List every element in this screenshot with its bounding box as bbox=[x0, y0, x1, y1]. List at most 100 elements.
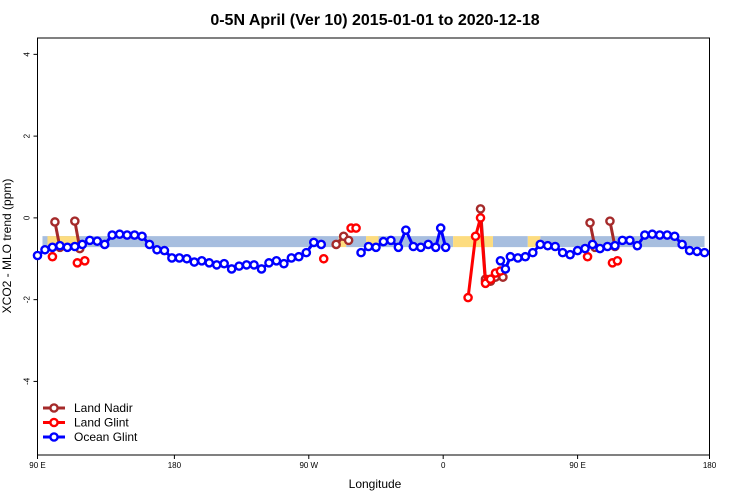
data-point bbox=[226, 264, 237, 274]
x-tick-label: 90 W bbox=[299, 461, 318, 470]
data-point bbox=[204, 258, 215, 268]
data-point bbox=[535, 239, 546, 250]
data-point bbox=[279, 258, 289, 269]
series-1 bbox=[47, 213, 623, 303]
data-point bbox=[308, 237, 319, 248]
data-point bbox=[286, 253, 297, 263]
data-point bbox=[527, 247, 538, 258]
data-point bbox=[189, 257, 200, 267]
data-point bbox=[99, 239, 110, 250]
data-point bbox=[415, 242, 426, 253]
data-point bbox=[602, 241, 613, 252]
data-point bbox=[684, 245, 695, 256]
data-point bbox=[174, 253, 185, 263]
data-point bbox=[70, 241, 80, 252]
data-point bbox=[70, 216, 80, 226]
data-point bbox=[167, 253, 177, 263]
data-point bbox=[520, 251, 531, 262]
data-point bbox=[343, 235, 354, 246]
data-point bbox=[463, 292, 473, 303]
data-point bbox=[219, 258, 229, 269]
data-point bbox=[430, 242, 441, 253]
chart-title: 0-5N April (Ver 10) 2015-01-01 to 2020-1… bbox=[210, 12, 539, 29]
y-tick-label: 4 bbox=[23, 52, 32, 57]
series-2 bbox=[32, 223, 710, 274]
data-point bbox=[580, 243, 590, 254]
y-tick-label: -4 bbox=[23, 377, 32, 385]
plot-frame bbox=[37, 37, 710, 456]
legend-marker bbox=[49, 432, 59, 442]
data-point bbox=[72, 258, 83, 268]
data-point bbox=[84, 235, 95, 246]
data-point bbox=[625, 235, 635, 246]
legend-marker bbox=[49, 417, 59, 428]
data-point bbox=[182, 253, 192, 264]
data-point bbox=[79, 256, 90, 266]
data-point bbox=[393, 242, 404, 253]
data-point bbox=[647, 229, 658, 240]
x-axis-label: Longitude bbox=[349, 477, 402, 491]
data-point bbox=[294, 251, 304, 262]
data-point bbox=[605, 216, 615, 226]
data-point bbox=[401, 225, 411, 235]
data-point bbox=[62, 242, 73, 253]
data-point bbox=[423, 239, 434, 250]
data-point bbox=[271, 256, 282, 266]
data-point bbox=[550, 241, 560, 252]
axes: 90 E 180 90 W 0 90 E 180 -4 -2 0 2 4 bbox=[23, 52, 717, 470]
data-point bbox=[408, 241, 419, 252]
data-point bbox=[137, 231, 147, 242]
x-tick-label: 0 bbox=[441, 461, 446, 470]
data-point bbox=[440, 242, 451, 253]
x-tick-label: 90 E bbox=[569, 461, 585, 470]
data-point bbox=[32, 250, 43, 261]
data-point bbox=[77, 239, 88, 250]
data-point bbox=[196, 256, 207, 266]
data-point bbox=[241, 260, 252, 270]
data-point bbox=[47, 242, 58, 253]
data-point bbox=[475, 204, 486, 214]
data-point bbox=[331, 239, 341, 250]
legend-marker bbox=[49, 403, 59, 413]
x-tick-label: 180 bbox=[703, 461, 717, 470]
data-point bbox=[92, 236, 103, 246]
data-point bbox=[572, 245, 583, 256]
data-point bbox=[50, 217, 60, 227]
data-point bbox=[505, 251, 516, 262]
data-point bbox=[654, 230, 665, 240]
data-point bbox=[557, 247, 568, 258]
data-point bbox=[582, 251, 593, 262]
data-point bbox=[40, 244, 50, 255]
data-point bbox=[495, 256, 506, 266]
data-point bbox=[152, 244, 162, 255]
data-point bbox=[587, 239, 598, 250]
data-point bbox=[114, 229, 125, 240]
data-point bbox=[699, 247, 710, 258]
y-axis-label: XCO2 - MLO trend (ppm) bbox=[0, 179, 14, 314]
legend-entry: Ocean Glint bbox=[74, 430, 138, 444]
data-point bbox=[513, 253, 523, 263]
data-point bbox=[692, 246, 702, 257]
data-point bbox=[107, 230, 117, 240]
data-point bbox=[264, 258, 274, 268]
data-point bbox=[612, 256, 623, 266]
data-point bbox=[435, 223, 446, 233]
series-layer bbox=[32, 204, 710, 303]
data-point bbox=[256, 264, 267, 274]
legend-entry: Land Nadir bbox=[74, 401, 133, 415]
data-point bbox=[610, 240, 620, 251]
data-point bbox=[47, 251, 58, 262]
data-point bbox=[639, 230, 650, 240]
data-point bbox=[470, 231, 481, 242]
data-point bbox=[363, 241, 374, 252]
data-point bbox=[662, 230, 672, 240]
x-tick-label: 90 E bbox=[29, 461, 45, 470]
data-point bbox=[55, 240, 65, 251]
data-point bbox=[485, 274, 496, 285]
data-point bbox=[542, 240, 553, 251]
x-tick-label: 180 bbox=[168, 461, 182, 470]
data-point bbox=[129, 230, 140, 240]
y-tick-label: 2 bbox=[23, 133, 32, 138]
